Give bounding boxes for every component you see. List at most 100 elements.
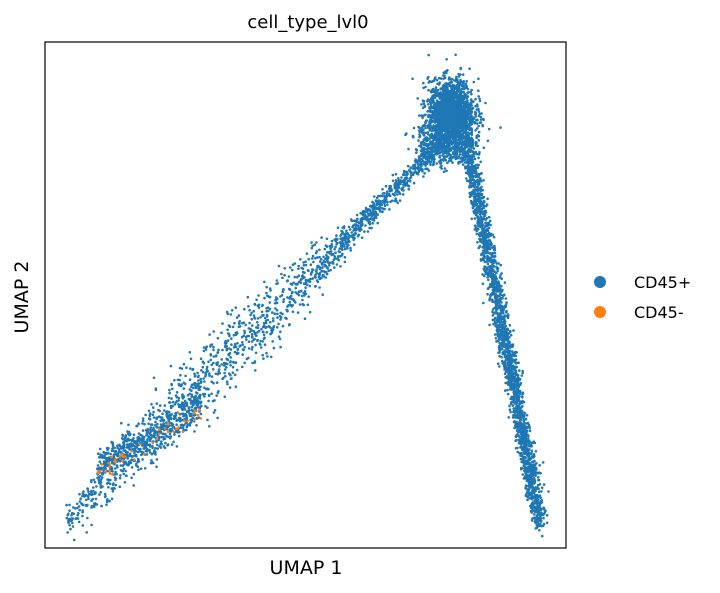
cd45-plus-point	[388, 194, 392, 198]
cd45-plus-point	[528, 429, 532, 433]
cd45-plus-point	[435, 136, 439, 140]
cd45-plus-point	[133, 451, 136, 455]
cd45-plus-point	[130, 438, 133, 442]
cd45-plus-point	[199, 402, 202, 405]
cd45-plus-point	[144, 413, 147, 417]
cd45-plus-point	[395, 180, 398, 184]
cd45-plus-point	[370, 211, 374, 214]
cd45-plus-point	[467, 133, 470, 137]
cd45-plus-point	[192, 414, 196, 417]
cd45-plus-point	[423, 123, 426, 127]
cd45-plus-point	[150, 460, 154, 464]
cd45-plus-point	[459, 93, 463, 96]
cd45-plus-point	[141, 419, 145, 423]
cd45-plus-point	[237, 325, 241, 329]
cd45-plus-point	[428, 150, 432, 154]
cd45-plus-point	[434, 107, 438, 111]
cd45-plus-point	[325, 253, 328, 257]
cd45-plus-point	[532, 513, 536, 516]
cd45-plus-point	[82, 490, 85, 493]
cd45-plus-point	[459, 73, 462, 76]
cd45-plus-point	[154, 453, 157, 456]
cd45-plus-point	[437, 94, 441, 97]
cd45-plus-point	[333, 238, 337, 242]
cd45-plus-point	[215, 394, 218, 397]
cd45-plus-point	[151, 446, 154, 450]
cd45-plus-point	[163, 404, 167, 407]
cd45-plus-point	[230, 343, 233, 346]
cd45-plus-point	[417, 170, 421, 174]
cd45-plus-point	[171, 387, 174, 391]
cd45-plus-point	[477, 130, 481, 134]
cd45-plus-point	[254, 326, 258, 329]
cd45-plus-point	[203, 392, 207, 396]
cd45-plus-point	[168, 437, 172, 440]
cd45-plus-point	[314, 256, 317, 260]
cd45-plus-point	[191, 367, 195, 371]
cd45-plus-point	[231, 365, 235, 369]
cd45-plus-point	[391, 192, 395, 196]
cd45-plus-point	[467, 131, 470, 134]
cd45-plus-point	[125, 463, 129, 466]
cd45-plus-point	[450, 77, 453, 81]
cd45-plus-point	[361, 213, 364, 216]
cd45-plus-point	[428, 106, 431, 109]
cd45-plus-point	[455, 86, 459, 90]
cd45-plus-point	[223, 395, 227, 399]
cd45-plus-point	[141, 429, 145, 432]
cd45-plus-point	[453, 150, 456, 154]
cd45-plus-point	[136, 424, 139, 428]
cd45-plus-point	[414, 161, 418, 164]
cd45-plus-point	[213, 399, 216, 402]
cd45-plus-point	[231, 361, 235, 364]
cd45-plus-point	[364, 217, 367, 221]
cd45-plus-point	[294, 286, 298, 290]
cd45-plus-point	[221, 322, 224, 325]
cd45-plus-point	[440, 110, 444, 114]
cd45-plus-point	[429, 142, 433, 145]
cd45-plus-point	[438, 154, 442, 158]
cd45-plus-point	[421, 131, 425, 134]
cd45-plus-point	[448, 81, 451, 85]
cd45-plus-point	[294, 291, 298, 294]
cd45-plus-point	[407, 187, 411, 191]
cd45-plus-point	[263, 316, 267, 320]
cd45-plus-point	[439, 128, 442, 132]
cd45-plus-point	[423, 151, 427, 155]
cd45-plus-point	[137, 447, 140, 451]
cd45-plus-point	[327, 262, 331, 265]
cd45-plus-point	[259, 339, 262, 343]
cd45-plus-point	[322, 275, 326, 278]
cd45-plus-point	[229, 348, 233, 351]
cd45-plus-point	[453, 153, 457, 156]
cd45-plus-point	[449, 105, 453, 109]
cd45-plus-point	[441, 147, 445, 150]
cd45-plus-point	[65, 503, 68, 507]
cd45-plus-point	[122, 467, 126, 471]
cd45-plus-point	[102, 466, 106, 470]
cd45-plus-point	[316, 256, 319, 259]
cd45-plus-point	[479, 115, 483, 119]
cd45-plus-point	[157, 415, 161, 419]
cd45-plus-point	[428, 124, 431, 127]
cd45-plus-point	[398, 199, 402, 202]
cd45-plus-point	[110, 497, 114, 501]
cd45-plus-point	[277, 335, 281, 339]
cd45-plus-point	[245, 338, 248, 341]
cd45-plus-point	[443, 132, 447, 136]
cd45-plus-point	[454, 125, 458, 129]
cd45-plus-point	[132, 433, 136, 437]
cd45-plus-point	[127, 454, 131, 458]
cd45-plus-point	[190, 405, 193, 409]
cd45-plus-point	[296, 311, 300, 314]
cd45-plus-point	[435, 162, 439, 165]
cd45-plus-point	[541, 461, 545, 464]
cd45-plus-point	[118, 459, 122, 463]
cd45-plus-point	[472, 80, 476, 84]
cd45-plus-point	[182, 423, 186, 427]
cd45-plus-point	[214, 354, 218, 358]
cd45-plus-point	[340, 246, 344, 249]
cd45-plus-point	[261, 325, 265, 329]
cd45-plus-point	[121, 434, 125, 438]
cd45-plus-point	[401, 193, 405, 196]
